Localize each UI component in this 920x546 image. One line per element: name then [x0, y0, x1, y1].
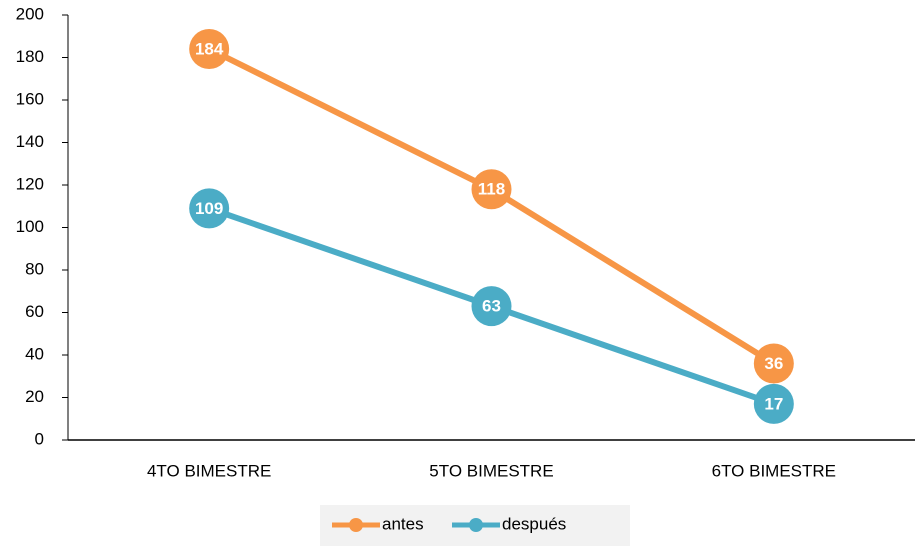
data-label: 36 [764, 354, 783, 373]
y-tick-label: 20 [25, 387, 44, 406]
x-tick-label: 5TO BIMESTRE [429, 461, 553, 480]
data-label: 17 [764, 394, 783, 413]
point [471, 169, 512, 210]
x-tick-label: 6TO BIMESTRE [712, 461, 836, 480]
legend-label: antes [382, 514, 424, 533]
y-tick-label: 180 [16, 47, 44, 66]
x-tick-label: 4TO BIMESTRE [147, 461, 271, 480]
data-label: 109 [195, 199, 223, 218]
y-tick-label: 0 [35, 429, 44, 448]
y-tick-label: 160 [16, 89, 44, 108]
y-tick-label: 80 [25, 259, 44, 278]
y-tick-label: 200 [16, 4, 44, 23]
point [189, 188, 230, 229]
point [753, 343, 794, 384]
y-tick-label: 120 [16, 174, 44, 193]
legend-marker [469, 518, 483, 532]
y-tick-label: 100 [16, 217, 44, 236]
data-label: 63 [482, 297, 501, 316]
y-tick-label: 60 [25, 302, 44, 321]
legend-label: después [502, 514, 566, 533]
data-label: 118 [478, 180, 505, 199]
point [471, 286, 512, 327]
y-tick-label: 40 [25, 344, 44, 363]
point [753, 383, 794, 424]
point [189, 29, 230, 69]
y-tick-label: 140 [16, 132, 44, 151]
data-label: 184 [195, 39, 224, 58]
legend-marker [349, 518, 363, 532]
